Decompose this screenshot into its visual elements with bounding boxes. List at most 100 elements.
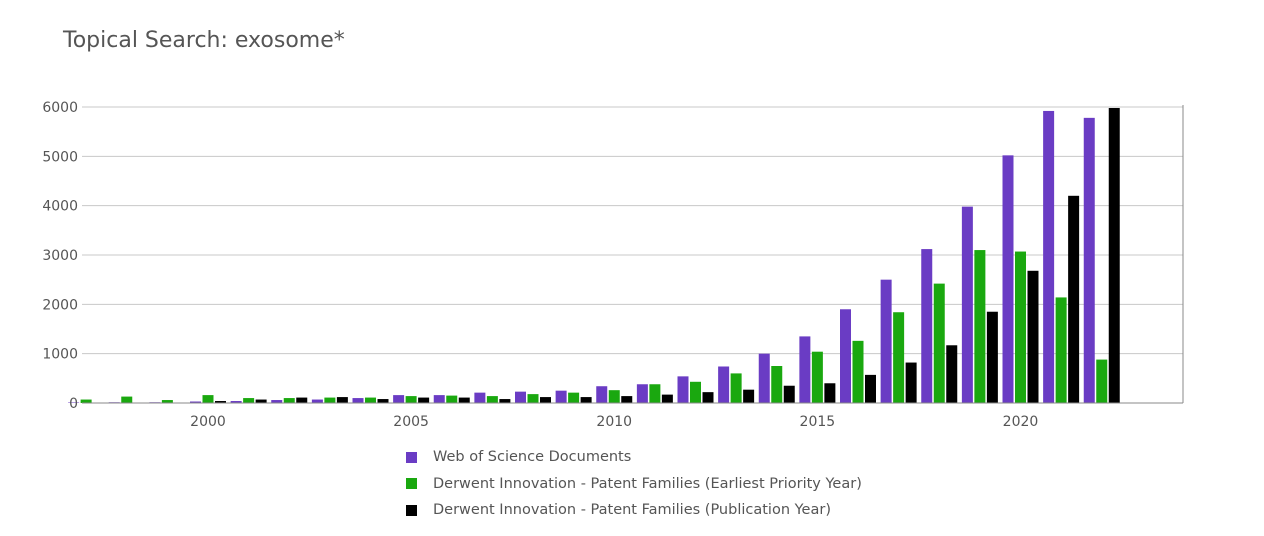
bar [418, 397, 430, 403]
bar [324, 397, 336, 403]
legend-swatch [406, 478, 417, 490]
bar [636, 384, 648, 403]
bar [377, 399, 389, 403]
bar [1055, 297, 1067, 403]
bar [1002, 155, 1014, 403]
bar [905, 362, 917, 403]
bar [718, 366, 730, 403]
x-tick-labels: 2000 2005 2010 2015 2020 [190, 414, 1038, 430]
bar [743, 389, 755, 403]
bar [596, 386, 608, 403]
bar [1068, 195, 1080, 403]
bar [540, 397, 551, 403]
bar [1043, 110, 1055, 404]
chart-title: Topical Search: exosome* [63, 28, 345, 53]
x-tick-label: 2020 [1003, 414, 1039, 430]
bar [1096, 359, 1108, 403]
bars [68, 107, 1120, 404]
bar [1015, 251, 1026, 403]
y-tick-label: 0 [69, 396, 78, 412]
y-tick-label: 2000 [42, 297, 78, 313]
bar [230, 401, 242, 403]
bar [677, 376, 689, 403]
y-tick-label: 5000 [42, 149, 78, 165]
y-tick-label: 6000 [42, 100, 78, 116]
y-tick-label: 3000 [42, 248, 78, 264]
x-tick-label: 2005 [393, 414, 429, 430]
bar [568, 392, 580, 403]
bar [811, 351, 823, 403]
x-tick-label: 2000 [190, 414, 226, 430]
bar [824, 383, 836, 403]
bar [446, 395, 458, 403]
bar [933, 283, 945, 403]
bar [758, 353, 770, 403]
bar [311, 399, 323, 403]
bar [121, 396, 133, 403]
bar [486, 396, 498, 403]
legend-swatch [406, 451, 417, 463]
bar [961, 206, 973, 403]
bar [840, 309, 851, 403]
bar [893, 312, 905, 403]
x-tick-label: 2015 [800, 414, 836, 430]
bar [283, 398, 295, 403]
x-tick-label: 2010 [596, 414, 632, 430]
y-tick-label: 4000 [42, 199, 78, 215]
bar [271, 400, 283, 403]
bar [515, 391, 526, 403]
bar [499, 399, 511, 403]
bar [161, 400, 173, 403]
bar [215, 401, 226, 403]
bar [393, 395, 405, 403]
bar [865, 374, 876, 403]
bar [880, 279, 892, 403]
axes [82, 105, 1184, 404]
bar [458, 397, 470, 403]
bar [702, 392, 714, 403]
bar [1083, 117, 1095, 403]
bar [580, 397, 592, 403]
bar [365, 397, 376, 403]
bar [1027, 270, 1039, 403]
bar [555, 390, 567, 403]
bar [649, 384, 661, 403]
bar [771, 366, 783, 403]
bar [852, 340, 864, 403]
bar [974, 250, 986, 403]
bar [730, 373, 742, 403]
bar [621, 396, 633, 403]
bar [202, 395, 214, 403]
bar [243, 398, 255, 403]
bar [80, 399, 92, 403]
bar [255, 399, 267, 403]
bar [986, 311, 998, 403]
bar [336, 397, 348, 403]
bar [405, 396, 417, 403]
bar [474, 392, 486, 403]
legend-item[interactable]: Derwent Innovation - Patent Families (Pu… [406, 497, 862, 524]
bar [527, 394, 539, 403]
legend-label: Web of Science Documents [433, 449, 632, 466]
bar [296, 397, 308, 403]
bar [690, 381, 701, 403]
bar [799, 336, 811, 403]
legend-item[interactable]: Derwent Innovation - Patent Families (Ea… [406, 471, 862, 498]
y-tick-labels: 0 1000 2000 3000 4000 5000 6000 [42, 100, 78, 412]
y-tick-label: 1000 [42, 347, 78, 363]
bar [783, 385, 795, 403]
bar [921, 249, 933, 403]
bar [352, 398, 364, 403]
gridlines [82, 106, 1183, 355]
bar [190, 401, 201, 403]
bar [661, 394, 673, 403]
bar [433, 395, 445, 403]
bar [1108, 107, 1120, 403]
bar [608, 390, 620, 403]
legend: Web of Science Documents Derwent Innovati… [406, 444, 862, 524]
legend-item[interactable]: Web of Science Documents [406, 444, 862, 471]
bar [946, 345, 958, 403]
legend-swatch [406, 504, 417, 516]
legend-label: Derwent Innovation - Patent Families (Ea… [433, 475, 862, 492]
